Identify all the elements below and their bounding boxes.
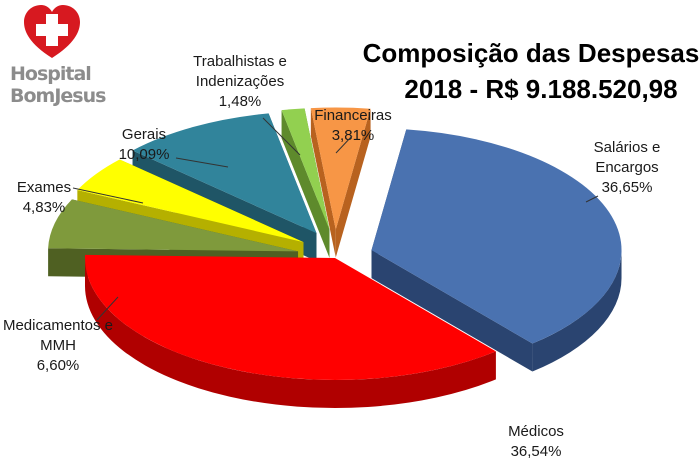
leader-line-financeiras bbox=[335, 135, 353, 154]
label-gerais: Gerais 10,09% bbox=[119, 126, 170, 163]
leader-line-medicamentos-e-mmh bbox=[96, 296, 119, 321]
slice-medicamentos-e-mmh bbox=[48, 199, 299, 252]
leader-line-trabalhistas-e-indenizacoes bbox=[262, 117, 301, 156]
logo-line-2: BomJesus bbox=[10, 85, 106, 107]
leader-line-exames bbox=[72, 187, 144, 204]
slice-cut-face-trabalhistas-e-indenizacoes bbox=[281, 110, 330, 258]
label-financeiras: Financeiras 3,81% bbox=[314, 107, 392, 144]
chart-title: Composição das Despesas bbox=[363, 38, 700, 68]
pie-slices bbox=[48, 107, 622, 408]
slice-salarios-e-encargos bbox=[371, 129, 622, 344]
label-medicos: Médicos 36,54% bbox=[508, 423, 564, 460]
slice-exames bbox=[77, 159, 304, 243]
label-exames: Exames 4,83% bbox=[17, 179, 71, 216]
hospital-logo: Hospital BomJesus bbox=[10, 5, 107, 107]
leader-line-salarios-e-encargos bbox=[585, 195, 599, 203]
slice-medicos bbox=[85, 254, 496, 380]
slice-gerais bbox=[132, 113, 317, 234]
slice-cut-face-financeiras bbox=[335, 108, 371, 258]
logo-line-1: Hospital bbox=[10, 63, 91, 85]
label-medicamentos-e-mmh: Medicamentos e MMH 6,60% bbox=[3, 317, 113, 374]
slice-trabalhistas-e-indenizacoes bbox=[281, 108, 330, 230]
slice-side-salarios-e-encargos bbox=[532, 250, 622, 372]
slice-labels: Salários e Encargos 36,65% Médicos 36,54% Med… bbox=[3, 53, 660, 460]
slice-financeiras bbox=[310, 107, 371, 230]
heart-cross-icon bbox=[24, 5, 80, 58]
label-salarios-e-encargos: Salários e Encargos 36,65% bbox=[594, 139, 661, 196]
slice-cut-face-salarios-e-encargos bbox=[371, 250, 533, 372]
slice-cut-face-financeiras bbox=[310, 108, 336, 258]
chart-subtitle: 2018 - R$ 9.188.520,98 bbox=[404, 74, 677, 104]
leader-line-gerais bbox=[175, 157, 229, 168]
label-trabalhistas-e-indenizacoes: Trabalhistas e Indenizações 1,48% bbox=[193, 53, 287, 110]
slice-side-medicos bbox=[85, 258, 496, 408]
